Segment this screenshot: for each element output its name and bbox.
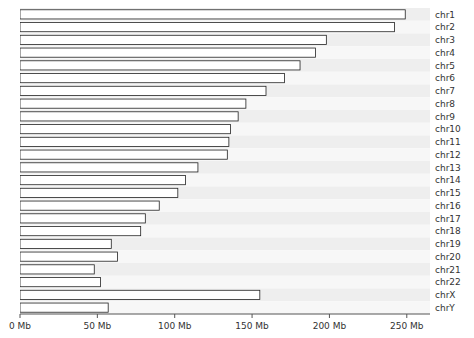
category-label: chr1 <box>435 10 455 20</box>
row-band <box>20 187 430 200</box>
category-label: chr4 <box>435 48 455 58</box>
category-label: chr3 <box>435 35 455 45</box>
bar <box>20 303 108 312</box>
row-band <box>20 59 430 72</box>
bar <box>20 265 94 274</box>
bar <box>20 74 285 83</box>
category-label: chr18 <box>435 226 461 236</box>
x-tick-label: 200 Mb <box>313 321 347 331</box>
bar <box>20 23 394 32</box>
row-band <box>20 263 430 276</box>
bars <box>20 10 405 312</box>
row-band <box>20 212 430 225</box>
bar <box>20 214 145 223</box>
category-label: chr5 <box>435 61 455 71</box>
row-band <box>20 21 430 34</box>
x-tick-label: 0 Mb <box>9 321 31 331</box>
category-label: chrX <box>435 290 456 300</box>
row-band <box>20 199 430 212</box>
category-label: chr10 <box>435 124 461 134</box>
category-label: chr12 <box>435 150 461 160</box>
category-label: chr22 <box>435 277 461 287</box>
row-band <box>20 72 430 85</box>
bar <box>20 35 326 44</box>
bar <box>20 48 316 57</box>
x-tick <box>20 314 21 318</box>
row-band <box>20 238 430 251</box>
bar <box>20 188 178 197</box>
row-band <box>20 85 430 98</box>
row-band <box>20 148 430 161</box>
row-band <box>20 8 430 21</box>
category-label: chr15 <box>435 188 461 198</box>
category-label: chr16 <box>435 201 461 211</box>
row-band <box>20 301 430 314</box>
row-band <box>20 225 430 238</box>
x-tick-label: 50 Mb <box>83 321 111 331</box>
row-band <box>20 174 430 187</box>
bar <box>20 290 260 299</box>
row-band <box>20 136 430 149</box>
bar <box>20 10 405 19</box>
bar <box>20 99 246 108</box>
row-band <box>20 289 430 302</box>
category-label: chr6 <box>435 73 455 83</box>
row-band <box>20 123 430 136</box>
x-tick <box>406 314 407 318</box>
row-bands <box>20 8 430 314</box>
category-label: chr19 <box>435 239 461 249</box>
bar <box>20 201 159 210</box>
category-label: chr11 <box>435 137 461 147</box>
category-label: chr14 <box>435 175 461 185</box>
category-label: chr9 <box>435 112 455 122</box>
x-tick <box>174 314 175 318</box>
bar <box>20 112 238 121</box>
bar <box>20 125 230 134</box>
x-tick <box>329 314 330 318</box>
bar <box>20 278 100 287</box>
row-band <box>20 250 430 263</box>
bar <box>20 137 229 146</box>
bar <box>20 163 198 172</box>
chart-svg: 0 Mb50 Mb100 Mb150 Mb200 Mb250 Mbchr1chr… <box>0 0 474 338</box>
x-axis-line <box>20 314 430 315</box>
category-label: chr8 <box>435 99 455 109</box>
row-band <box>20 161 430 174</box>
x-tick-label: 100 Mb <box>158 321 192 331</box>
bar <box>20 61 300 70</box>
row-band <box>20 34 430 47</box>
bar <box>20 176 186 185</box>
bar <box>20 150 227 159</box>
x-tick <box>252 314 253 318</box>
y-axis: chr1 chr2 chr3 chr4 chr5 chr6 chr7 chr8 chr9 chr1… <box>435 10 461 313</box>
category-label: chr2 <box>435 22 455 32</box>
bar <box>20 239 111 248</box>
row-band <box>20 97 430 110</box>
category-label: chr17 <box>435 214 461 224</box>
category-label: chr7 <box>435 86 455 96</box>
x-axis: 0 Mb 50 Mb 100 Mb 150 Mb 200 Mb 250 Mb <box>9 314 430 331</box>
category-label: chrY <box>435 303 455 313</box>
chart-container: 0 Mb50 Mb100 Mb150 Mb200 Mb250 Mbchr1chr… <box>0 0 474 338</box>
row-band <box>20 110 430 123</box>
x-tick <box>97 314 98 318</box>
category-label: chr21 <box>435 265 461 275</box>
category-label: chr20 <box>435 252 461 262</box>
row-band <box>20 276 430 289</box>
bar <box>20 227 141 236</box>
row-band <box>20 46 430 59</box>
bar <box>20 252 117 261</box>
bar <box>20 86 266 95</box>
category-label: chr13 <box>435 163 461 173</box>
x-tick-label: 250 Mb <box>390 321 424 331</box>
x-tick-label: 150 Mb <box>235 321 269 331</box>
